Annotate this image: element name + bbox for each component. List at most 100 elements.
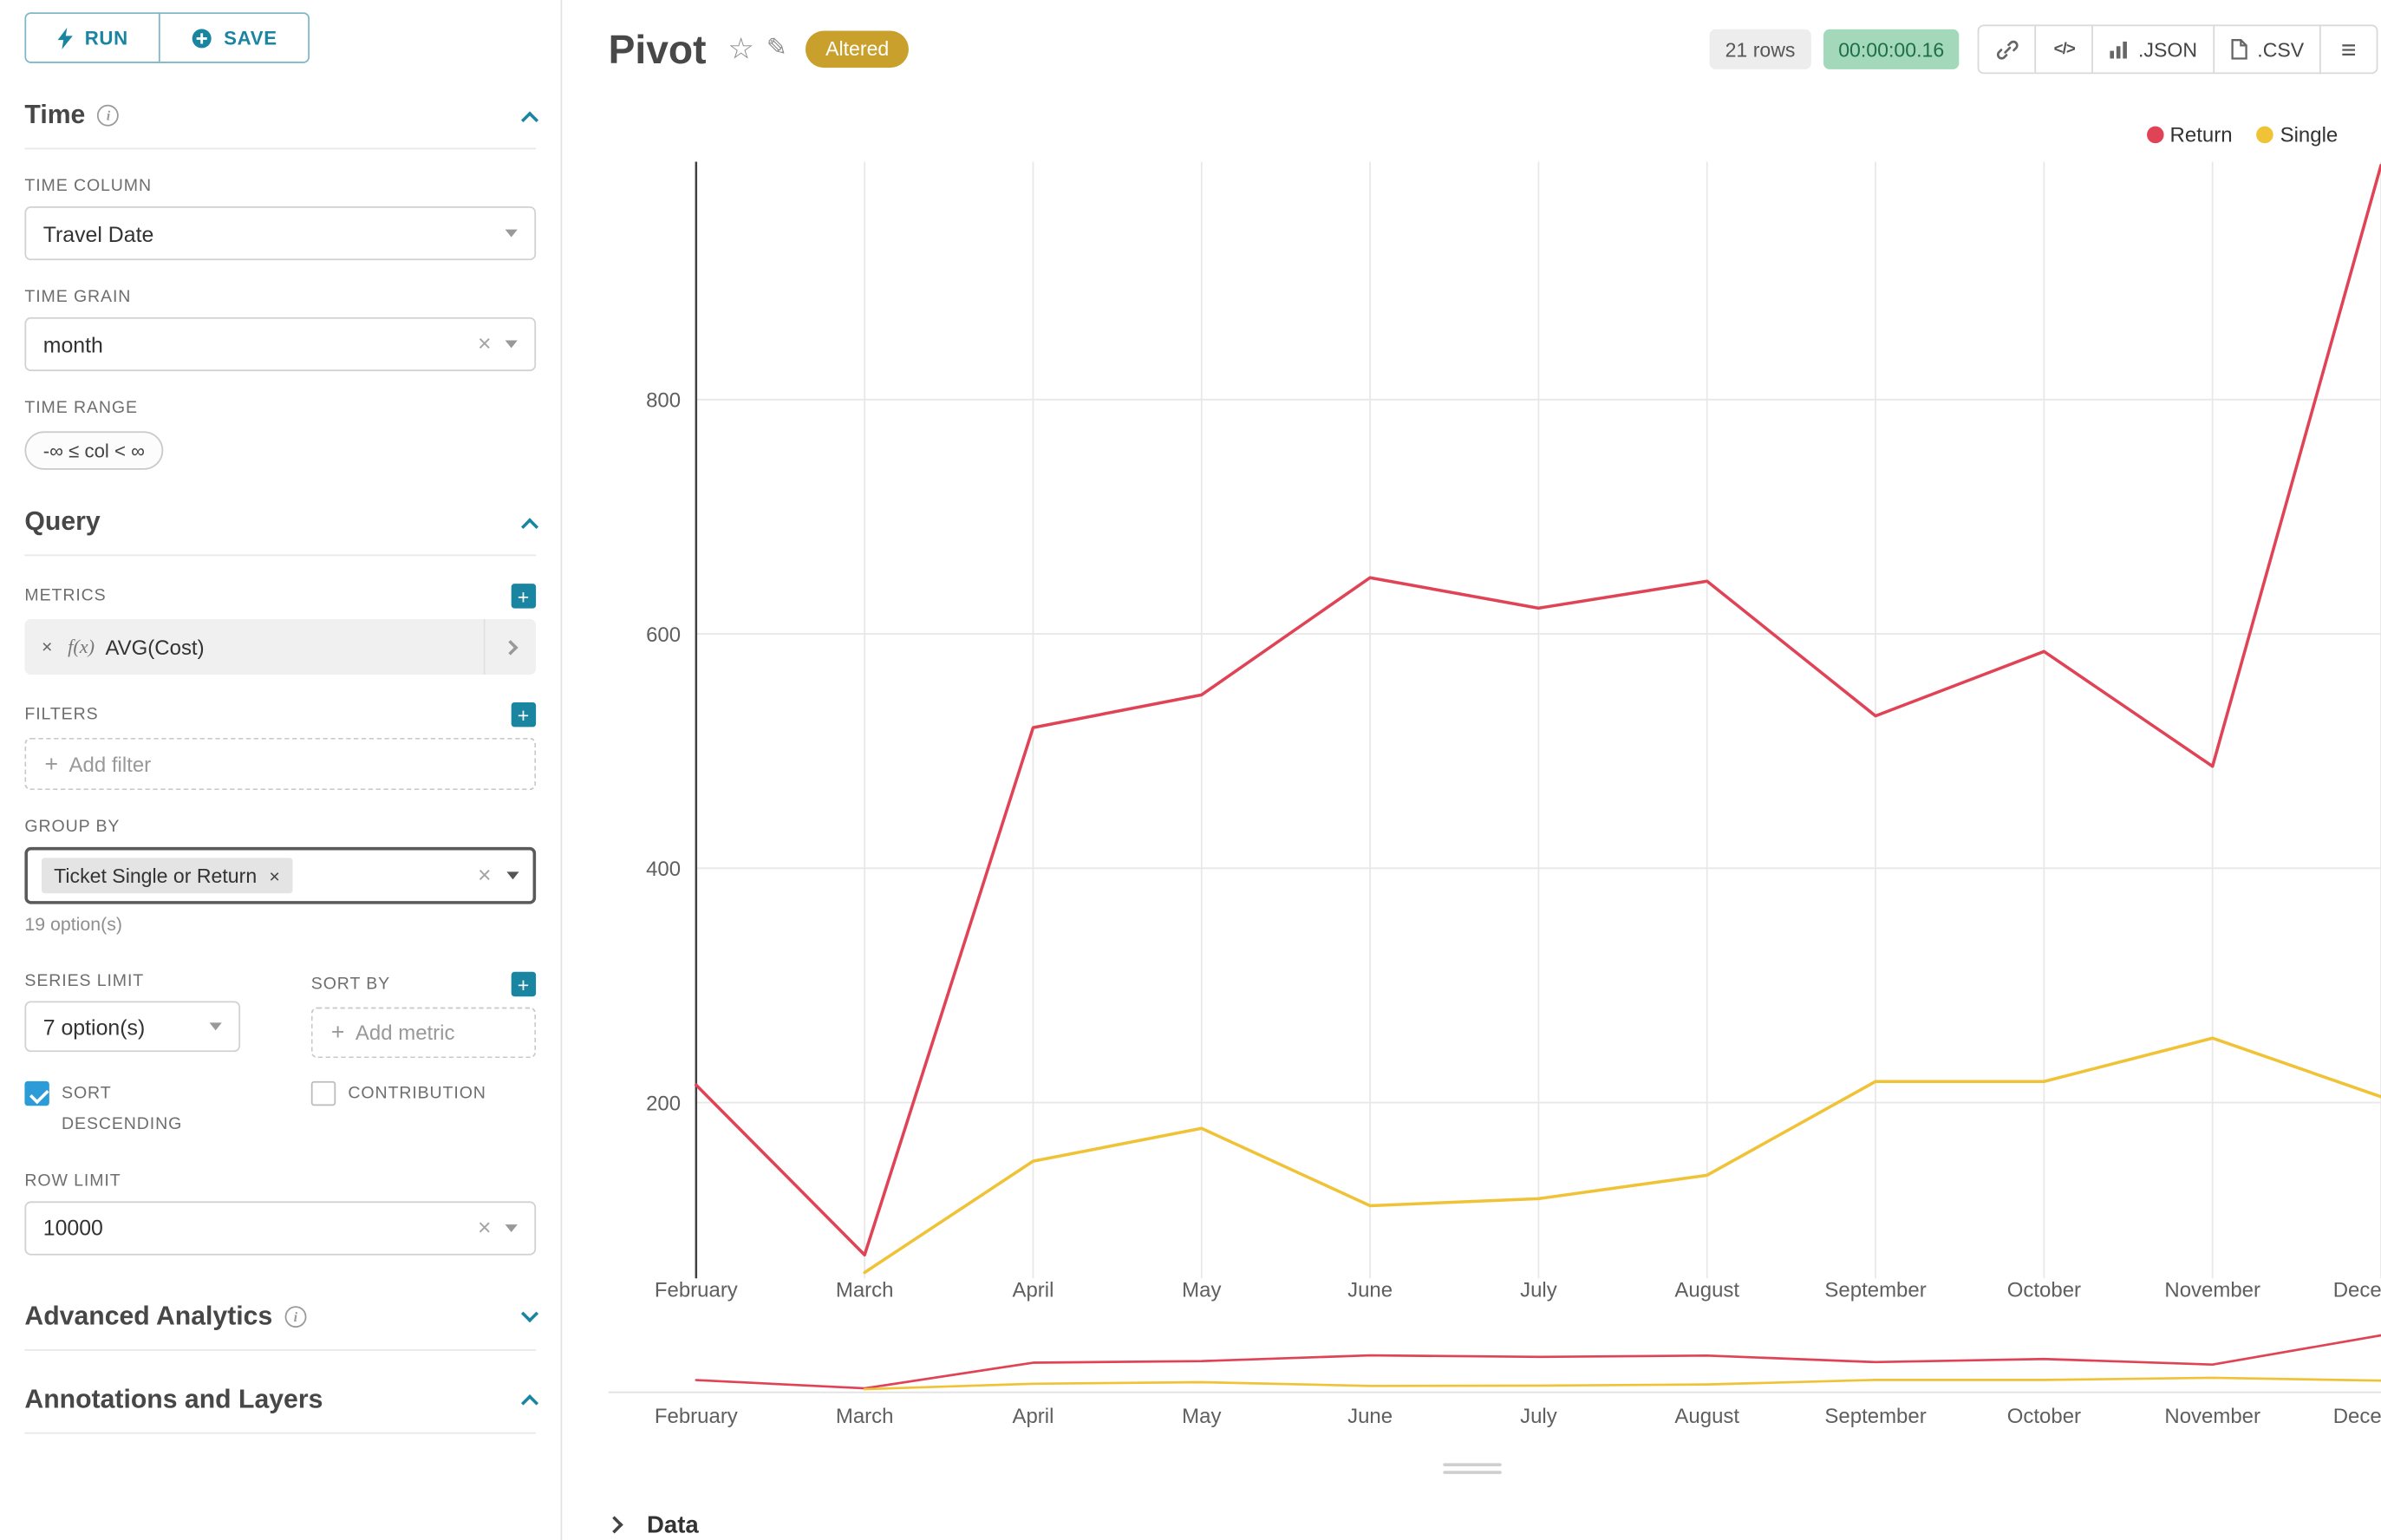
group-by-options-hint: 19 option(s): [24, 913, 122, 936]
chevron-up-icon: [520, 1394, 539, 1413]
svg-text:400: 400: [646, 858, 681, 881]
json-button-label: .JSON: [2138, 37, 2198, 62]
export-csv-button[interactable]: .CSV: [2212, 24, 2321, 75]
run-button[interactable]: RUN: [24, 12, 161, 63]
sort-descending-toggle[interactable]: SORT DESCENDING: [24, 1080, 310, 1140]
export-json-button[interactable]: .JSON: [2091, 24, 2215, 75]
remove-metric-icon[interactable]: [42, 637, 52, 656]
code-icon: [2054, 40, 2075, 58]
time-section-title: Time: [24, 100, 86, 130]
sort-descending-checkbox[interactable]: [24, 1080, 49, 1106]
row-limit-label: ROW LIMIT: [24, 1171, 121, 1191]
line-chart: February March April May June July August Septe…: [646, 161, 2381, 1302]
lightning-icon: [57, 27, 73, 49]
svg-text:August: August: [1674, 1279, 1739, 1302]
time-section-header[interactable]: Time i: [24, 100, 539, 150]
svg-text:November: November: [2164, 1405, 2260, 1428]
query-section-header[interactable]: Query: [24, 506, 539, 557]
remove-chip-icon[interactable]: [269, 866, 279, 884]
save-button-label: SAVE: [224, 27, 277, 49]
metric-token[interactable]: f(x) AVG(Cost): [24, 619, 537, 675]
svg-text:July: July: [1520, 1405, 1557, 1428]
chart-menu-button[interactable]: [2319, 24, 2378, 75]
chevron-right-icon: [605, 1516, 623, 1534]
chevron-right-icon: [503, 639, 519, 655]
range-selector-minimap[interactable]: February March April May June July August Septe…: [608, 1321, 2381, 1437]
run-button-label: RUN: [84, 27, 128, 49]
save-button[interactable]: SAVE: [159, 12, 310, 63]
favorite-star-button[interactable]: [727, 35, 753, 64]
time-grain-value: month: [42, 331, 103, 357]
caret-down-icon: [209, 1022, 222, 1031]
svg-text:August: August: [1674, 1405, 1739, 1428]
add-sort-metric-label: Add metric: [355, 1021, 455, 1045]
chart-area: Pivot Altered 21 rows 00:00:00.16: [562, 0, 2381, 1540]
add-filter-button[interactable]: Add filter: [24, 737, 537, 791]
svg-text:May: May: [1182, 1279, 1221, 1302]
metric-name: AVG(Cost): [105, 635, 205, 659]
chart-legend: Return Single: [2146, 123, 2339, 147]
time-range-pill[interactable]: -∞ ≤ col < ∞: [24, 431, 164, 470]
legend-item-return[interactable]: Return: [2146, 123, 2233, 147]
clear-icon[interactable]: [478, 864, 492, 887]
legend-item-single[interactable]: Single: [2256, 123, 2339, 147]
data-panel-header[interactable]: Data: [605, 1512, 699, 1540]
link-icon: [1996, 39, 2019, 59]
series-limit-select[interactable]: 7 option(s): [24, 1001, 241, 1053]
copy-link-button[interactable]: [1978, 24, 2037, 75]
embed-code-button[interactable]: [2034, 24, 2094, 75]
plus-circle-icon: [192, 28, 212, 48]
file-icon: [2230, 39, 2247, 60]
sort-by-label: SORT BY: [311, 971, 537, 997]
plus-icon: [45, 751, 59, 777]
time-column-select[interactable]: Travel Date: [24, 206, 537, 261]
caret-down-icon: [506, 871, 519, 880]
add-filter-label: Add filter: [68, 752, 152, 776]
bar-chart-icon: [2110, 41, 2128, 58]
time-grain-select[interactable]: month: [24, 316, 537, 372]
svg-text:September: September: [1824, 1279, 1926, 1302]
filters-label: FILTERS: [24, 701, 537, 728]
csv-button-label: .CSV: [2257, 37, 2305, 62]
svg-text:July: July: [1520, 1279, 1557, 1302]
star-icon: [727, 35, 753, 64]
svg-text:April: April: [1012, 1405, 1054, 1428]
svg-text:March: March: [836, 1405, 894, 1428]
contribution-toggle[interactable]: CONTRIBUTION: [310, 1080, 486, 1140]
chevron-up-icon: [520, 517, 539, 535]
sort-descending-label: SORT DESCENDING: [62, 1084, 183, 1133]
add-sort-metric-icon[interactable]: [511, 971, 537, 997]
add-filter-icon[interactable]: [511, 701, 537, 728]
add-metric-icon[interactable]: [511, 584, 537, 609]
legend-label-single: Single: [2280, 123, 2339, 147]
advanced-analytics-section-header[interactable]: Advanced Analytics i: [24, 1301, 539, 1351]
contribution-checkbox[interactable]: [310, 1080, 336, 1106]
clear-icon[interactable]: [478, 1216, 492, 1239]
advanced-analytics-title: Advanced Analytics: [24, 1301, 273, 1330]
metrics-label: METRICS: [24, 584, 537, 609]
chevron-up-icon: [520, 110, 539, 128]
svg-text:March: March: [836, 1279, 894, 1302]
edit-properties-button[interactable]: [766, 37, 787, 62]
metric-expand-button[interactable]: [483, 619, 536, 675]
legend-label-return: Return: [2169, 123, 2233, 147]
add-sort-metric-button[interactable]: Add metric: [310, 1007, 537, 1059]
plus-icon: [331, 1020, 345, 1046]
export-button-group: .JSON .CSV: [1978, 24, 2378, 75]
group-by-chip[interactable]: Ticket Single or Return: [41, 858, 293, 894]
svg-text:February: February: [655, 1279, 738, 1302]
clear-icon[interactable]: [478, 333, 492, 356]
data-panel-title: Data: [647, 1512, 699, 1539]
series-limit-value: 7 option(s): [42, 1014, 146, 1040]
group-by-select[interactable]: Ticket Single or Return: [24, 846, 537, 904]
svg-text:800: 800: [646, 389, 681, 413]
chart-header: Pivot Altered 21 rows 00:00:00.16: [609, 24, 2378, 75]
row-limit-select[interactable]: 10000: [24, 1200, 537, 1255]
time-column-value: Travel Date: [42, 220, 154, 246]
annotations-title: Annotations and Layers: [24, 1384, 323, 1413]
caret-down-icon: [505, 340, 518, 349]
svg-text:October: October: [2007, 1279, 2081, 1302]
svg-text:November: November: [2164, 1279, 2260, 1302]
panel-resize-handle[interactable]: [562, 1463, 2381, 1474]
annotations-section-header[interactable]: Annotations and Layers: [24, 1384, 539, 1433]
